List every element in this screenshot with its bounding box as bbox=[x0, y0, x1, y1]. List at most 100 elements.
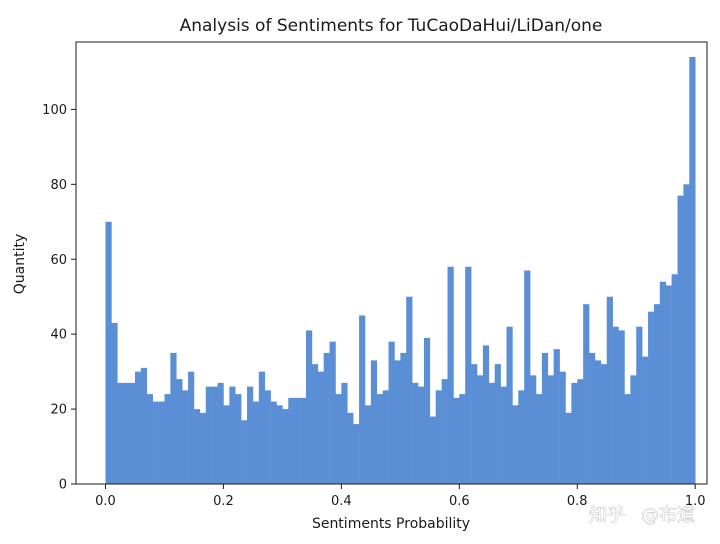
histogram-bar bbox=[294, 397, 301, 484]
histogram-bar bbox=[518, 390, 525, 484]
x-tick-label: 0.6 bbox=[449, 494, 470, 509]
y-tick-label: 20 bbox=[50, 403, 67, 418]
histogram-bar bbox=[376, 394, 383, 484]
histogram-bar bbox=[241, 420, 248, 484]
histogram-bar bbox=[288, 397, 295, 484]
histogram-bar bbox=[453, 397, 460, 484]
histogram-bar bbox=[282, 409, 289, 484]
x-tick-label: 0.4 bbox=[331, 494, 352, 509]
histogram-bar bbox=[583, 304, 590, 484]
histogram-bar bbox=[347, 412, 354, 484]
histogram-bar bbox=[235, 394, 242, 484]
histogram-bar bbox=[176, 379, 183, 484]
histogram-bar bbox=[305, 330, 313, 484]
y-tick-label: 80 bbox=[50, 178, 67, 193]
histogram-bar bbox=[170, 352, 177, 484]
histogram-bar bbox=[524, 270, 531, 484]
histogram-bar bbox=[406, 296, 413, 484]
y-axis-ticks: 0 20 40 60 80 100 bbox=[42, 103, 76, 493]
histogram-bar bbox=[665, 285, 672, 484]
histogram-bar bbox=[553, 349, 560, 484]
histogram-bar bbox=[494, 364, 501, 484]
histogram-bar bbox=[482, 345, 490, 484]
histogram-bar bbox=[146, 394, 153, 484]
chart-title: Analysis of Sentiments for TuCaoDaHui/Li… bbox=[180, 16, 603, 36]
histogram-bar bbox=[577, 379, 584, 484]
histogram-bar bbox=[624, 394, 631, 484]
histogram-bar bbox=[418, 386, 425, 484]
histogram-bar bbox=[559, 371, 566, 484]
histogram-bar bbox=[129, 382, 136, 484]
histogram-bar bbox=[364, 405, 372, 484]
histogram-bar bbox=[488, 382, 495, 484]
histogram-bar bbox=[535, 394, 543, 484]
histogram-bar bbox=[512, 405, 519, 484]
histogram-bar bbox=[193, 409, 201, 484]
histogram-bar bbox=[671, 274, 678, 484]
histogram-bar bbox=[353, 424, 360, 484]
histogram-bar bbox=[541, 352, 549, 484]
histogram-bar bbox=[659, 281, 667, 484]
watermark-logo: 知乎 bbox=[589, 505, 625, 526]
histogram-bar bbox=[435, 390, 442, 484]
y-tick-label: 0 bbox=[59, 478, 67, 493]
histogram-bar bbox=[140, 367, 148, 484]
y-axis-label: Quantity bbox=[12, 234, 28, 295]
histogram-bar bbox=[252, 401, 260, 484]
histogram-bar bbox=[152, 401, 159, 484]
x-tick-label: 0.2 bbox=[213, 494, 234, 509]
histogram-bar bbox=[359, 315, 366, 484]
histogram-bar bbox=[117, 382, 124, 484]
histogram-bar bbox=[677, 195, 684, 484]
histogram-bar bbox=[441, 379, 448, 484]
watermark: 知乎 @布道 bbox=[589, 505, 696, 527]
histogram-bar bbox=[311, 364, 319, 484]
histogram-bar bbox=[636, 326, 643, 484]
x-tick-label: 0.0 bbox=[95, 494, 116, 509]
histogram-bar bbox=[683, 184, 690, 484]
histogram-bar bbox=[465, 266, 472, 484]
histogram-bar bbox=[111, 322, 118, 484]
plot-frame bbox=[75, 41, 708, 485]
histogram-bar bbox=[199, 412, 207, 484]
histogram-bar bbox=[500, 386, 507, 484]
histogram-bar bbox=[223, 405, 230, 484]
histogram-bar bbox=[400, 352, 407, 484]
histogram-bar bbox=[270, 401, 277, 484]
histogram-bar bbox=[423, 337, 431, 484]
histogram-bar bbox=[323, 352, 330, 484]
histogram-bar bbox=[530, 375, 537, 484]
x-axis-label: Sentiments Probability bbox=[312, 516, 470, 532]
histogram-bar bbox=[105, 221, 112, 485]
histogram-bar bbox=[642, 356, 649, 484]
histogram-bar bbox=[264, 390, 271, 484]
histogram-bar bbox=[412, 382, 419, 484]
histogram-bar bbox=[429, 416, 437, 484]
histogram-bar bbox=[341, 382, 348, 484]
histogram-bar bbox=[217, 382, 224, 484]
histogram-bar bbox=[571, 382, 578, 484]
histogram-bar bbox=[205, 386, 212, 484]
watermark-author: @布道 bbox=[641, 505, 695, 526]
histogram-bar bbox=[188, 371, 195, 484]
histogram-bar bbox=[594, 360, 602, 484]
histogram-bar bbox=[300, 397, 307, 484]
histogram-bar bbox=[459, 394, 466, 484]
histogram-bar bbox=[158, 401, 165, 484]
histogram-bar bbox=[317, 371, 324, 484]
histogram-bar bbox=[653, 304, 661, 484]
histogram-bar bbox=[600, 364, 608, 484]
histogram-bar bbox=[394, 360, 401, 484]
histogram-bar bbox=[211, 386, 218, 484]
histogram-bar bbox=[618, 330, 625, 484]
x-axis-ticks: 0.0 0.2 0.4 0.6 0.8 1.0 bbox=[95, 484, 706, 509]
histogram-bar bbox=[606, 296, 613, 484]
histogram-bar bbox=[182, 390, 189, 484]
histogram-bar bbox=[477, 375, 484, 484]
histogram-bar bbox=[612, 326, 619, 484]
y-tick-label: 60 bbox=[50, 253, 67, 268]
histogram-bars bbox=[105, 56, 696, 485]
histogram-bar bbox=[388, 341, 395, 484]
histogram-bar bbox=[229, 386, 236, 484]
histogram-bar bbox=[547, 375, 554, 484]
